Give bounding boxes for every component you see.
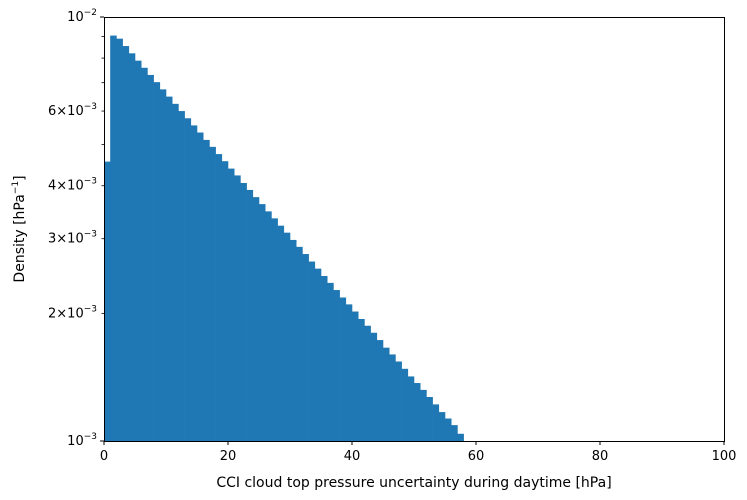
y-tick-label: 10−3 [67, 432, 97, 449]
histogram-bar [438, 412, 446, 441]
histogram-bar [426, 396, 433, 441]
histogram-bar [221, 161, 229, 441]
y-tick-label: 2×10−3 [48, 304, 97, 321]
histogram-bar [451, 425, 458, 441]
y-axis-label: Density [hPa−1] [11, 175, 28, 282]
histogram-bar [376, 340, 384, 441]
histogram-bar [203, 139, 210, 441]
histogram-bar [172, 103, 179, 441]
histogram-bar [104, 161, 111, 441]
histogram-bar [345, 304, 353, 441]
x-tick-label: 0 [100, 449, 108, 464]
histogram-bar [141, 67, 148, 441]
x-tick-label: 60 [468, 449, 485, 464]
histogram-bar [383, 347, 390, 441]
histogram-bar [190, 125, 198, 442]
histogram-bar [135, 60, 142, 441]
histogram-bar [290, 239, 297, 441]
bars-group [104, 35, 464, 442]
histogram-bar [283, 232, 291, 441]
histogram-bar [234, 175, 241, 441]
histogram-bar [277, 225, 285, 441]
histogram-bar [321, 275, 328, 441]
histogram-bar [166, 96, 173, 442]
histogram-bar [401, 368, 409, 441]
histogram-bar [178, 111, 185, 441]
y-axis-label-exponent: −1 [11, 181, 21, 194]
histogram-bar [370, 332, 378, 441]
histogram-bar [314, 268, 322, 441]
histogram-bar [339, 297, 347, 441]
plot-frame [104, 17, 725, 442]
histogram-bar [184, 118, 192, 441]
histogram-bar [215, 154, 223, 441]
x-tick-label: 100 [712, 449, 737, 464]
histogram-bar [352, 311, 359, 441]
x-tick-label: 20 [220, 449, 237, 464]
histogram-bar [420, 389, 427, 441]
histogram-bar [147, 74, 154, 441]
histogram-bar [302, 254, 309, 441]
histogram-bar [246, 189, 254, 441]
histogram-bar [445, 418, 452, 441]
y-tick-label: 6×10−3 [48, 102, 97, 119]
histogram-bar [116, 38, 123, 442]
histogram-bar [209, 146, 216, 442]
histogram-bar [265, 211, 272, 441]
histogram-bar [407, 376, 415, 441]
histogram-bar [432, 404, 440, 441]
histogram-bar [333, 290, 340, 441]
histogram-bar [252, 197, 260, 441]
histogram-bar [197, 132, 204, 441]
histogram-bar [271, 218, 278, 441]
y-tick-label: 10−2 [67, 8, 97, 25]
y-axis-label-close: ] [12, 175, 28, 180]
histogram-bar [122, 46, 130, 442]
histogram-bar [228, 168, 235, 441]
x-tick-label: 40 [344, 449, 361, 464]
x-axis-label: CCI cloud top pressure uncertainty durin… [216, 475, 611, 491]
y-tick-label: 3×10−3 [48, 230, 97, 247]
y-axis-ticks: 10−3 10−2 2×10−3 3×10−3 4×10−3 6×10−3 [48, 8, 104, 449]
histogram-bar [259, 204, 266, 441]
histogram-bar [159, 89, 167, 441]
y-tick-label: 4×10−3 [48, 177, 97, 194]
histogram-bar [240, 182, 247, 442]
histogram-bar [128, 53, 136, 441]
histogram-bar [110, 35, 117, 441]
histogram-bar [457, 433, 464, 441]
histogram-bar [327, 282, 334, 441]
x-tick-label: 80 [592, 449, 609, 464]
histogram-bar [389, 354, 396, 441]
y-axis-label-main: Density [hPa [12, 194, 28, 282]
histogram-bar [296, 246, 303, 441]
histogram-bar [153, 82, 161, 442]
histogram-bar [395, 361, 402, 441]
histogram-bar [308, 261, 316, 441]
histogram-bar [358, 318, 365, 441]
histogram-bar [414, 383, 421, 441]
histogram-bar [364, 325, 371, 441]
x-axis-ticks: 0 20 40 60 80 100 [100, 441, 737, 464]
